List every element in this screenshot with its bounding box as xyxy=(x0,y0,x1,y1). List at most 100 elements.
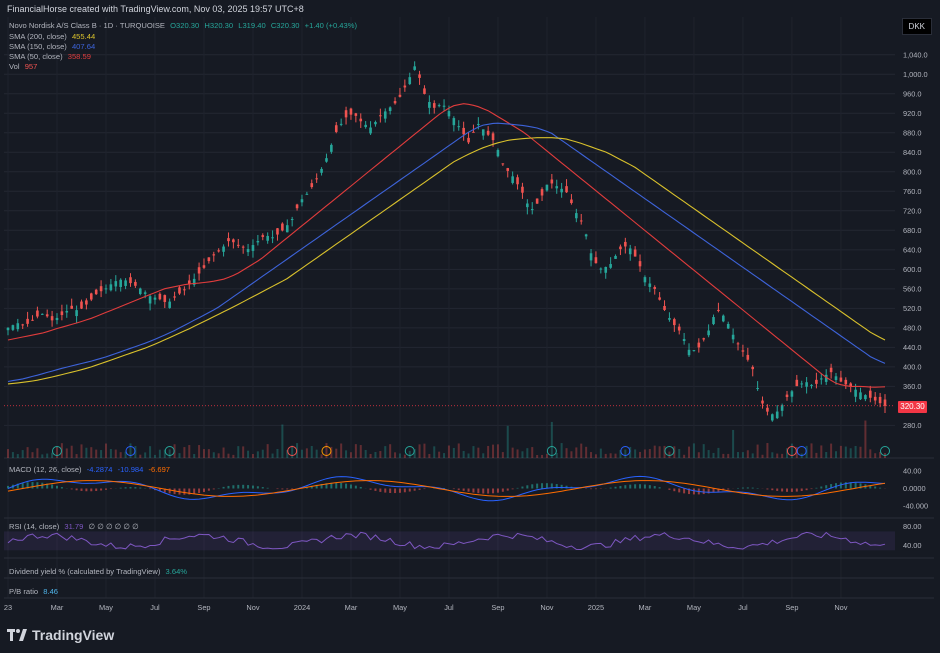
volume-bar xyxy=(153,454,156,458)
candle-body xyxy=(173,296,176,298)
volume-legend[interactable]: Vol 957 xyxy=(9,62,40,71)
macd-hist-bar xyxy=(345,483,348,489)
candle-body xyxy=(873,396,877,401)
candle-body xyxy=(521,186,524,193)
candle-body xyxy=(594,257,598,264)
candle-body xyxy=(339,123,343,125)
macd-hist-bar xyxy=(16,483,19,489)
candle-body xyxy=(462,127,465,135)
volume-bar xyxy=(212,452,215,458)
candle-body xyxy=(800,383,804,385)
volume-bar xyxy=(526,448,529,458)
candle-body xyxy=(839,377,843,382)
x-tick-label: 23 xyxy=(4,603,12,612)
volume-bar xyxy=(639,451,642,458)
volume-bar xyxy=(624,449,627,458)
macd-hist-bar xyxy=(511,488,514,490)
macd-hist-bar xyxy=(477,488,480,494)
macd-legend[interactable]: MACD (12, 26, close) -4.2874 -10.984 -6.… xyxy=(9,465,173,474)
pb-legend[interactable]: P/B ratio 8.46 xyxy=(9,587,61,596)
candle-body xyxy=(383,111,387,119)
macd-hist-bar xyxy=(629,484,632,489)
candle-body xyxy=(369,127,372,134)
volume-bar xyxy=(16,454,19,458)
macd-hist-bar xyxy=(521,486,524,489)
macd-hist-bar xyxy=(457,488,460,490)
macd-hist-bar xyxy=(354,485,357,489)
macd-hist-bar xyxy=(658,487,661,489)
candle-body xyxy=(795,379,799,387)
volume-bar xyxy=(158,449,161,458)
volume-bar xyxy=(487,445,490,458)
rsi-legend[interactable]: RSI (14, close) 31.79 ∅ ∅ ∅ ∅ ∅ ∅ xyxy=(9,522,142,531)
volume-bar xyxy=(697,452,700,458)
last-price-tag: 320.30 xyxy=(898,401,927,413)
candle-body xyxy=(217,250,220,252)
dividend-legend[interactable]: Dividend yield % (calculated by TradingV… xyxy=(9,567,190,576)
candle-body xyxy=(315,178,318,180)
x-tick-label: Jul xyxy=(150,603,160,612)
candle-body xyxy=(114,281,118,287)
macd-hist-bar xyxy=(526,485,529,489)
macd-hist-bar xyxy=(281,488,284,490)
candle-body xyxy=(124,280,127,286)
candle-body xyxy=(599,268,603,270)
macd-hist-bar xyxy=(879,487,882,489)
chart-header: FinancialHorse created with TradingView.… xyxy=(7,4,304,14)
y-tick-label: 680.0 xyxy=(903,226,922,235)
macd-hist-bar xyxy=(207,488,210,491)
volume-bar xyxy=(11,452,14,458)
volume-bar xyxy=(756,444,759,458)
tradingview-logo-icon xyxy=(7,629,27,641)
candle-body xyxy=(227,238,230,242)
macd-hist-bar xyxy=(242,484,245,489)
candle-body xyxy=(780,405,784,411)
candle-body xyxy=(232,239,235,243)
candle-body xyxy=(824,374,828,382)
volume-bar xyxy=(408,450,411,458)
candle-body xyxy=(305,193,309,195)
macd-hist-bar xyxy=(496,488,499,493)
macd-hist-bar xyxy=(104,488,107,490)
macd-hist-bar xyxy=(482,488,485,494)
y-tick-label: 720.0 xyxy=(903,206,922,215)
candle-body xyxy=(481,129,485,136)
y-tick-label: 360.0 xyxy=(903,382,922,391)
volume-bar xyxy=(462,450,465,458)
time-x-axis: 23 Mar May Jul Sep Nov 2024 Mar May Jul Sep Nov 2025… xyxy=(4,603,848,612)
candle-body xyxy=(584,234,588,237)
candle-body xyxy=(854,389,857,397)
candle-body xyxy=(560,188,563,193)
candle-body xyxy=(89,293,93,300)
symbol-legend[interactable]: Novo Nordisk A/S Class B · 1D · TURQUOIS… xyxy=(9,21,360,30)
volume-bar xyxy=(183,447,186,458)
macd-signal-value: -10.984 xyxy=(117,465,144,474)
volume-bar xyxy=(202,449,205,458)
candle-body xyxy=(614,255,617,259)
candle-body xyxy=(178,287,181,294)
macd-hist-bar xyxy=(781,488,784,492)
volume-bar xyxy=(119,452,122,458)
sma200-legend[interactable]: SMA (200, close) 455.44 xyxy=(9,32,98,41)
macd-hist-bar xyxy=(266,487,269,489)
volume-bar xyxy=(585,446,588,458)
macd-hist-bar xyxy=(163,488,166,493)
macd-hist-bar xyxy=(261,487,264,489)
volume-label: Vol xyxy=(9,62,20,71)
volume-bar xyxy=(114,449,117,458)
candle-body xyxy=(99,286,103,292)
macd-hist-bar xyxy=(384,488,387,493)
volume-bar xyxy=(75,454,78,458)
volume-bar xyxy=(835,451,838,458)
candle-body xyxy=(633,249,637,257)
volume-bar xyxy=(541,454,544,458)
macd-hist-bar xyxy=(717,488,720,492)
volume-bar xyxy=(144,452,147,458)
macd-hist-bar xyxy=(634,484,637,489)
currency-badge[interactable]: DKK xyxy=(901,18,932,35)
sma150-legend[interactable]: SMA (150, close) 407.64 xyxy=(9,42,98,51)
sma50-legend[interactable]: SMA (50, close) 358.59 xyxy=(9,52,94,61)
volume-bar xyxy=(340,443,343,458)
candle-body xyxy=(526,203,529,208)
